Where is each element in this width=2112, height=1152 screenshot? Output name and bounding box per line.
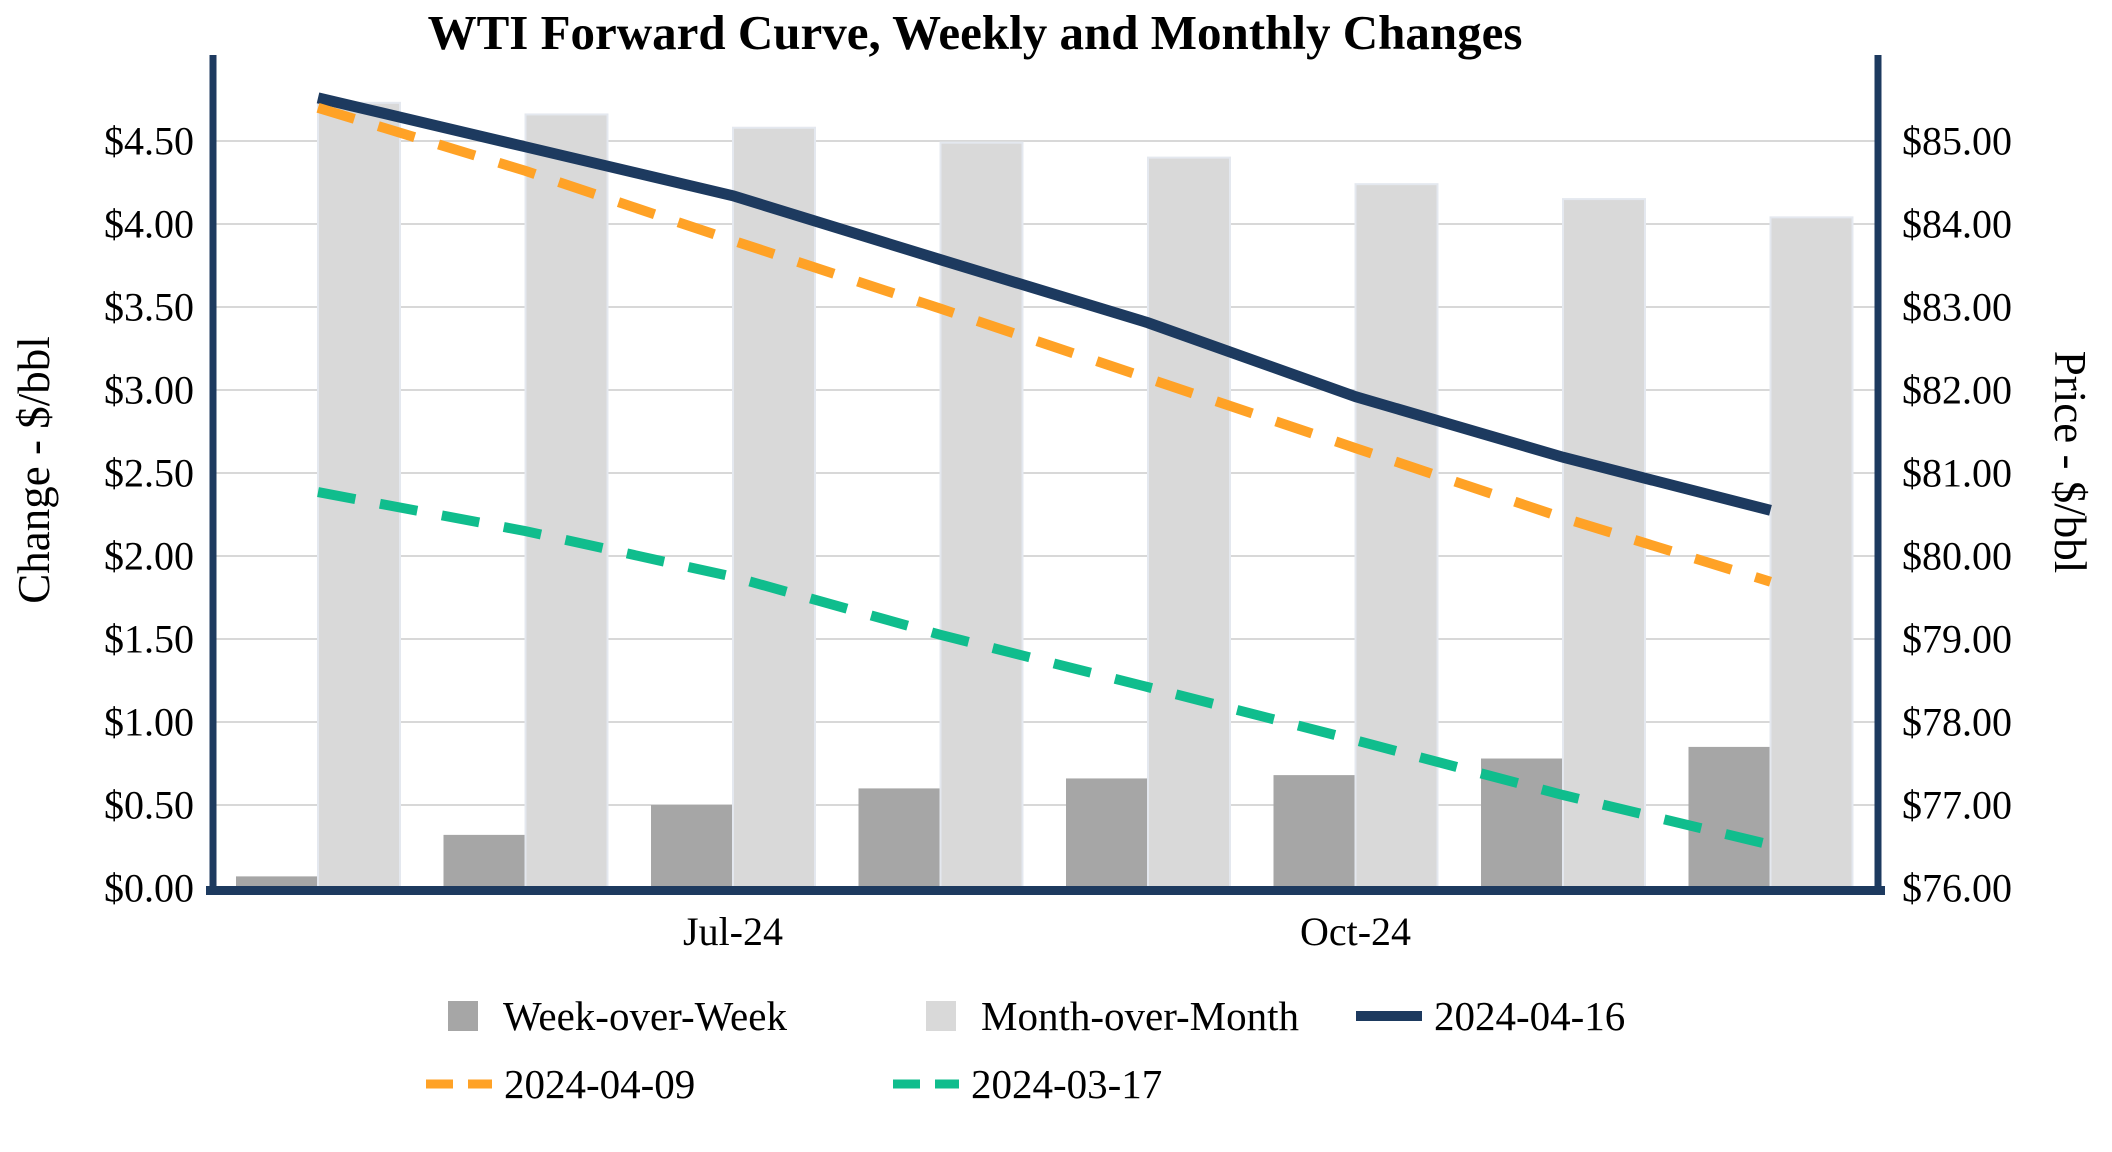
bar-month-over-month-jun-24 <box>524 113 609 889</box>
bar-week-over-week-sep-24 <box>1066 778 1148 888</box>
legend-label-month-over-month: Month-over-Month <box>981 993 1300 1039</box>
x-tick-Oct-24: Oct-24 <box>1299 909 1412 954</box>
right-tick-$85.00: $85.00 <box>1902 118 2012 164</box>
legend-marker-month-over-month-swatch <box>926 1001 956 1031</box>
left-tick-$4.50: $4.50 <box>104 118 194 164</box>
left-tick-$4.00: $4.00 <box>104 201 194 247</box>
left-axis-spine <box>209 55 217 895</box>
right-tick-$83.00: $83.00 <box>1902 284 2012 330</box>
bar-month-over-month-aug-24 <box>939 141 1024 890</box>
right-tick-$76.00: $76.00 <box>1902 865 2012 911</box>
left-tick-$3.00: $3.00 <box>104 367 194 413</box>
left-tick-$1.50: $1.50 <box>104 616 194 662</box>
left-tick-$1.00: $1.00 <box>104 699 194 745</box>
bar-month-over-month-jul-24 <box>732 126 816 890</box>
legend-label-2024-04-09: 2024-04-09 <box>504 1061 696 1107</box>
chart-title: WTI Forward Curve, Weekly and Monthly Ch… <box>427 5 1523 60</box>
bar-month-over-month-oct-24 <box>1354 183 1439 890</box>
bar-week-over-week-jul-24 <box>651 805 733 888</box>
legend-label-week-over-week: Week-over-Week <box>503 993 787 1039</box>
legend-swatch-square <box>926 1001 956 1031</box>
x-tick-Jul-24: Jul-24 <box>683 909 783 954</box>
bar-week-over-week-aug-24 <box>858 788 941 888</box>
right-tick-$79.00: $79.00 <box>1902 616 2012 662</box>
right-tick-$84.00: $84.00 <box>1902 201 2012 247</box>
bar-week-over-week-jun-24 <box>443 834 526 888</box>
right-tick-$78.00: $78.00 <box>1902 699 2012 745</box>
legend-item-2024-04-09: 2024-04-09 <box>426 1061 696 1107</box>
left-tick-$2.00: $2.00 <box>104 533 194 579</box>
legend-item-2024-03-17: 2024-03-17 <box>893 1061 1163 1107</box>
right-tick-$81.00: $81.00 <box>1902 450 2012 496</box>
legend-label-2024-04-16: 2024-04-16 <box>1434 993 1626 1039</box>
bottom-axis-spine <box>206 886 1885 895</box>
bar-month-over-month-dec-24 <box>1769 216 1854 890</box>
bar-week-over-week-dec-24 <box>1688 746 1771 888</box>
legend-marker-2024-04-16-line <box>1356 1010 1422 1022</box>
legend-marker-2024-04-09-dashes <box>426 1078 492 1090</box>
left-tick-$0.00: $0.00 <box>104 865 194 911</box>
bar-week-over-week-oct-24 <box>1273 775 1356 888</box>
left-tick-$2.50: $2.50 <box>104 450 194 496</box>
line-2024-04-16 <box>316 92 1772 516</box>
right-tick-$77.00: $77.00 <box>1902 782 2012 828</box>
bar-week-over-week-may-24 <box>236 876 318 888</box>
left-tick-$3.50: $3.50 <box>104 284 194 330</box>
legend-marker-2024-03-17-dashes <box>893 1078 959 1090</box>
right-tick-$82.00: $82.00 <box>1902 367 2012 413</box>
legend-label-2024-03-17: 2024-03-17 <box>971 1061 1163 1107</box>
legend-item-month-over-month: Month-over-Month <box>926 993 1300 1039</box>
legend-item-2024-04-16: 2024-04-16 <box>1356 993 1626 1039</box>
line-2024-04-09 <box>316 103 1772 587</box>
left-tick-$0.50: $0.50 <box>104 782 194 828</box>
legend-swatch-square <box>448 1001 478 1031</box>
right-axis-spine <box>1874 55 1882 895</box>
bar-month-over-month-nov-24 <box>1562 198 1646 890</box>
bar-month-over-month-sep-24 <box>1147 156 1231 890</box>
legend-marker-week-over-week-swatch <box>448 1001 478 1031</box>
legend-item-week-over-week: Week-over-Week <box>448 993 787 1039</box>
right-tick-$80.00: $80.00 <box>1902 533 2012 579</box>
